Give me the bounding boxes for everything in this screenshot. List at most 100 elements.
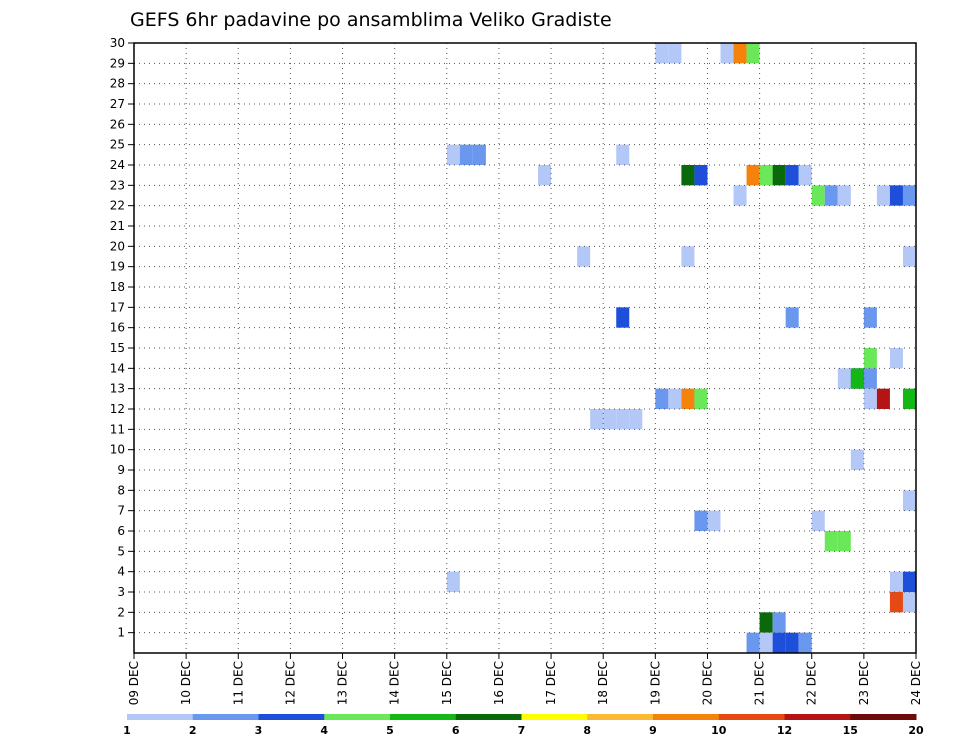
y-tick-label: 26 — [110, 117, 125, 131]
y-tick-label: 28 — [110, 77, 125, 91]
precip-cell — [577, 246, 591, 267]
precip-cell — [772, 165, 786, 186]
y-tick-label: 29 — [110, 56, 125, 70]
y-tick-label: 12 — [110, 402, 125, 416]
precip-cell — [850, 368, 864, 389]
chart-title: GEFS 6hr padavine po ansamblima Veliko G… — [130, 9, 612, 31]
precip-cell — [811, 510, 825, 531]
x-tick-label: 14 DEC — [388, 661, 402, 705]
colorbar-segment — [653, 714, 720, 720]
colorbar-segment — [192, 714, 259, 720]
colorbar-segment — [850, 714, 917, 720]
x-tick-label: 16 DEC — [492, 661, 506, 705]
y-tick-label: 4 — [117, 565, 125, 579]
colorbar-segment — [521, 714, 588, 720]
y-tick-label: 18 — [110, 280, 125, 294]
plot-frame — [133, 42, 917, 654]
precip-cell — [798, 632, 812, 653]
colorbar-tick-label: 9 — [649, 724, 657, 737]
precip-cell — [759, 165, 773, 186]
colorbar-segment — [718, 714, 785, 720]
colorbar-tick-label: 8 — [583, 724, 591, 737]
y-tick-label: 1 — [117, 626, 125, 640]
x-tick-label: 10 DEC — [179, 661, 193, 705]
colorbar-tick-label: 5 — [386, 724, 394, 737]
precip-cell — [785, 165, 799, 186]
precip-cell — [824, 531, 838, 552]
y-tick-label: 25 — [110, 138, 125, 152]
precip-cell — [733, 185, 747, 206]
x-tick-label: 22 DEC — [805, 661, 819, 705]
y-tick-label: 7 — [117, 504, 125, 518]
precip-cell — [889, 571, 903, 592]
precip-cell — [616, 144, 630, 165]
x-tick-label: 21 DEC — [753, 661, 767, 705]
colorbar-segment — [258, 714, 325, 720]
grid-lines — [133, 42, 917, 653]
precip-cell — [538, 165, 552, 186]
y-tick-label: 23 — [110, 178, 125, 192]
precip-cell — [694, 388, 708, 409]
precip-cell — [785, 307, 799, 328]
precip-cell — [837, 531, 851, 552]
precip-cell — [746, 632, 760, 653]
y-tick-label: 11 — [110, 422, 125, 436]
precip-cell — [681, 388, 695, 409]
x-tick-label: 11 DEC — [231, 661, 245, 705]
precip-cell — [889, 348, 903, 369]
y-tick-label: 8 — [117, 483, 125, 497]
y-tick-label: 2 — [117, 605, 125, 619]
precip-cell — [837, 185, 851, 206]
precip-cell — [668, 388, 682, 409]
colorbar-tick-label: 20 — [908, 724, 924, 737]
precip-cell — [668, 43, 682, 64]
precip-cell — [798, 165, 812, 186]
precip-cell — [772, 632, 786, 653]
y-tick-label: 10 — [110, 443, 125, 457]
precip-cell — [902, 185, 916, 206]
precip-cell — [889, 592, 903, 613]
precip-cell — [629, 409, 643, 430]
x-tick-label: 24 DEC — [909, 661, 923, 705]
colorbar-segment — [455, 714, 522, 720]
y-tick-label: 16 — [110, 321, 125, 335]
precip-cell — [616, 307, 630, 328]
precip-cell — [876, 185, 890, 206]
x-tick-label: 09 DEC — [127, 661, 141, 705]
precip-cell — [759, 632, 773, 653]
colorbar-tick-label: 2 — [189, 724, 197, 737]
y-tick-label: 24 — [110, 158, 125, 172]
precip-cell — [459, 144, 473, 165]
precip-cell — [837, 368, 851, 389]
colorbar-segment — [127, 714, 194, 720]
precip-cell — [863, 388, 877, 409]
precip-cell — [759, 612, 773, 633]
precip-cell — [902, 571, 916, 592]
y-tick-label: 13 — [110, 382, 125, 396]
colorbar-tick-label: 7 — [518, 724, 526, 737]
precip-cell — [472, 144, 486, 165]
colorbar-segment — [587, 714, 654, 720]
precip-cell — [655, 388, 669, 409]
precip-cell — [850, 449, 864, 470]
y-tick-label: 14 — [110, 361, 125, 375]
y-axis: 1234567891011121314151617181920212223242… — [110, 36, 134, 640]
precip-cell — [720, 43, 734, 64]
precip-cell — [902, 490, 916, 511]
precip-cell — [446, 144, 460, 165]
y-tick-label: 19 — [110, 260, 125, 274]
precip-cell — [616, 409, 630, 430]
precip-cell — [681, 165, 695, 186]
precip-cell — [902, 246, 916, 267]
x-tick-label: 13 DEC — [336, 661, 350, 705]
y-tick-label: 3 — [117, 585, 125, 599]
precip-cell — [746, 165, 760, 186]
precip-cell — [785, 632, 799, 653]
colorbar-tick-label: 4 — [320, 724, 328, 737]
x-tick-label: 19 DEC — [648, 661, 662, 705]
x-tick-label: 17 DEC — [544, 661, 558, 705]
colorbar-tick-label: 12 — [777, 724, 792, 737]
colorbar-tick-label: 6 — [452, 724, 460, 737]
precip-cell — [889, 185, 903, 206]
